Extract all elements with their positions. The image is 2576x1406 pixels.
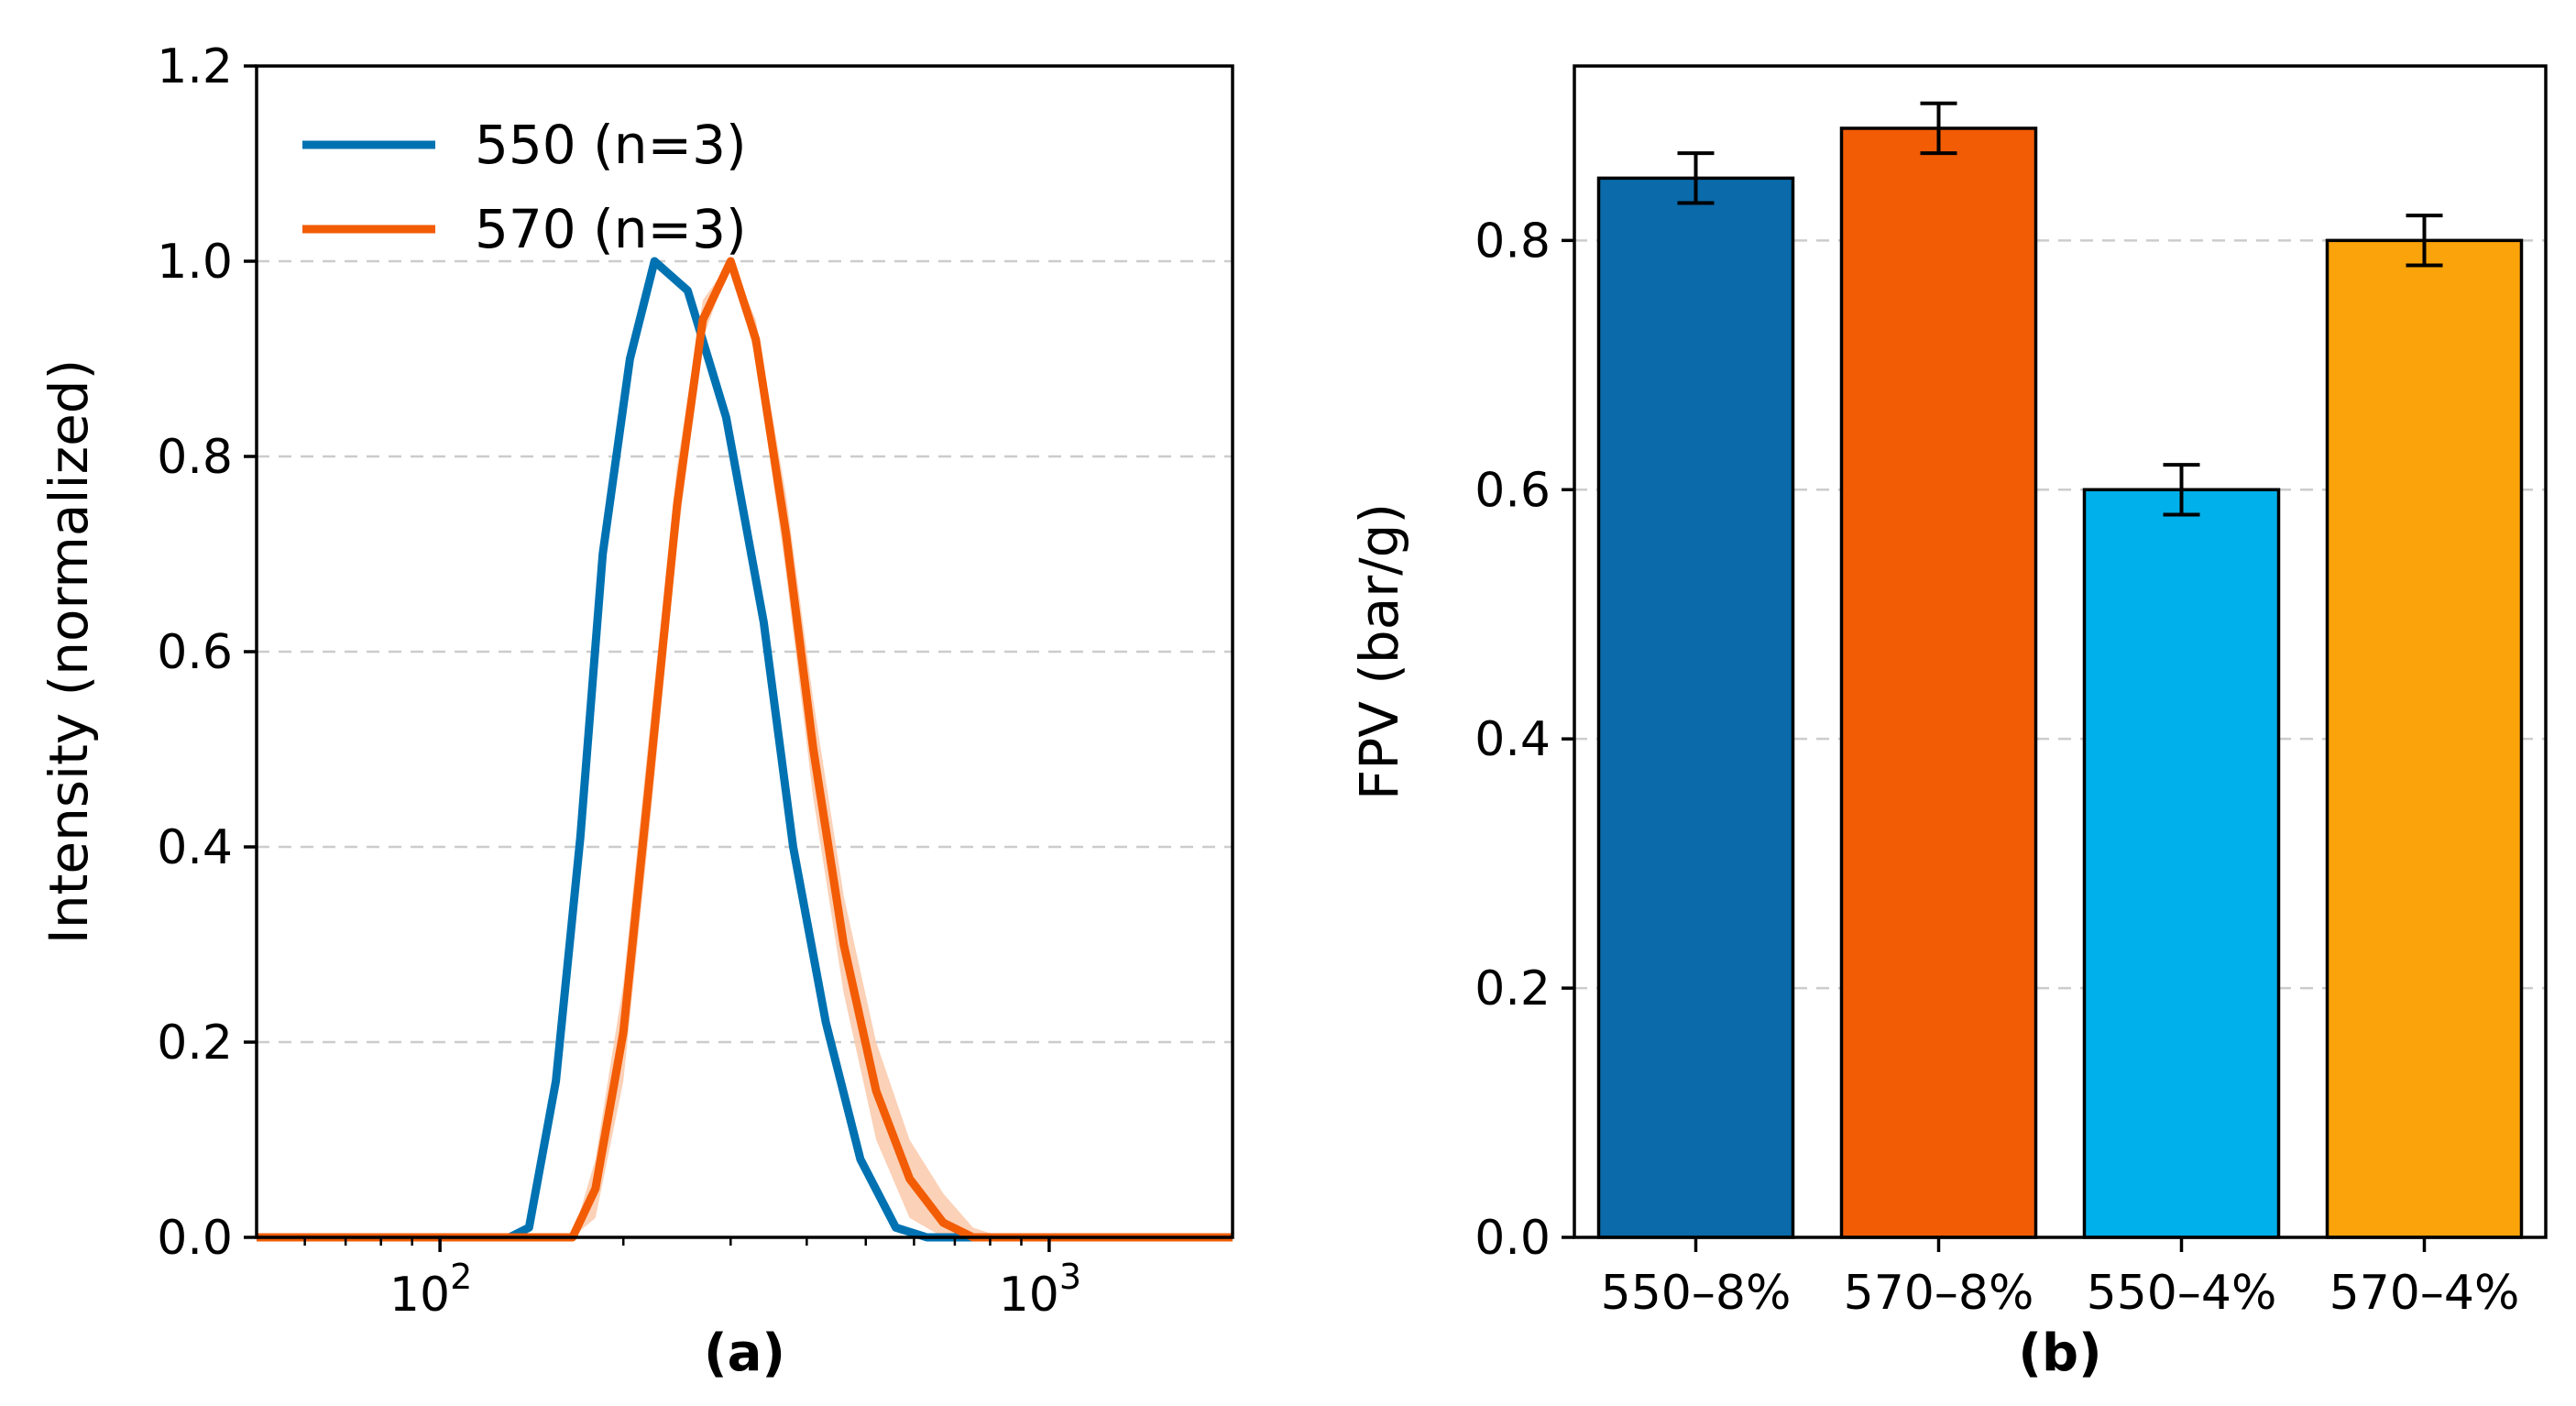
y-tick-label: 0.8 (1474, 214, 1551, 269)
y-axis-title: FPV (bar/g) (1348, 503, 1410, 800)
y-tick-label: 0.6 (157, 625, 233, 680)
y-axis-title: Intensity (normalized) (38, 359, 100, 944)
bar-3 (2325, 238, 2524, 1239)
y-tick-label: 0.0 (157, 1211, 233, 1266)
panel-label-a: (a) (704, 1324, 785, 1383)
x-tick-label-exponent: 2 (450, 1257, 472, 1297)
y-tick-label: 0.2 (157, 1016, 233, 1071)
x-tick-label: 102 (389, 1257, 472, 1323)
plot-frame (1573, 64, 2548, 1239)
y-tick-label: 0.8 (157, 430, 233, 485)
panel-label-b: (b) (2018, 1324, 2101, 1383)
y-tick-label: 0.4 (1474, 712, 1551, 767)
series-570-confidence-band (257, 261, 1233, 1237)
y-tick-label: 0.4 (157, 820, 233, 875)
x-category-label: 550–4% (2087, 1266, 2277, 1321)
panel-b-bar-chart: 550–8% 570–8% 550–4% 570–4% 0.0 0.2 0.4 0.6 0.8 F… (1348, 64, 2548, 1383)
bar-0 (1596, 176, 1795, 1239)
y-tick-label: 1.0 (157, 235, 233, 290)
x-tick-label: 103 (999, 1257, 1081, 1323)
x-category-label: 570–8% (1844, 1266, 2034, 1321)
x-category-label: 570–4% (2329, 1266, 2520, 1321)
series-line-550 (257, 257, 1233, 1242)
x-tick-label-base: 10 (389, 1268, 450, 1323)
y-tick-label: 1.2 (157, 39, 233, 94)
legend-label-570: 570 (n=3) (475, 198, 747, 260)
x-tick-label-exponent: 3 (1059, 1257, 1081, 1297)
x-category-label: 550–8% (1601, 1266, 1792, 1321)
y-tick-label: 0.0 (1474, 1211, 1551, 1266)
legend-label-550: 550 (n=3) (475, 114, 747, 176)
bar-2 (2082, 488, 2281, 1239)
y-tick-label: 0.6 (1474, 463, 1551, 518)
y-tick-label: 0.2 (1474, 961, 1551, 1016)
series-line-570 (257, 257, 1233, 1242)
bar-1 (1839, 126, 2038, 1239)
x-tick-label-base: 10 (999, 1268, 1059, 1323)
